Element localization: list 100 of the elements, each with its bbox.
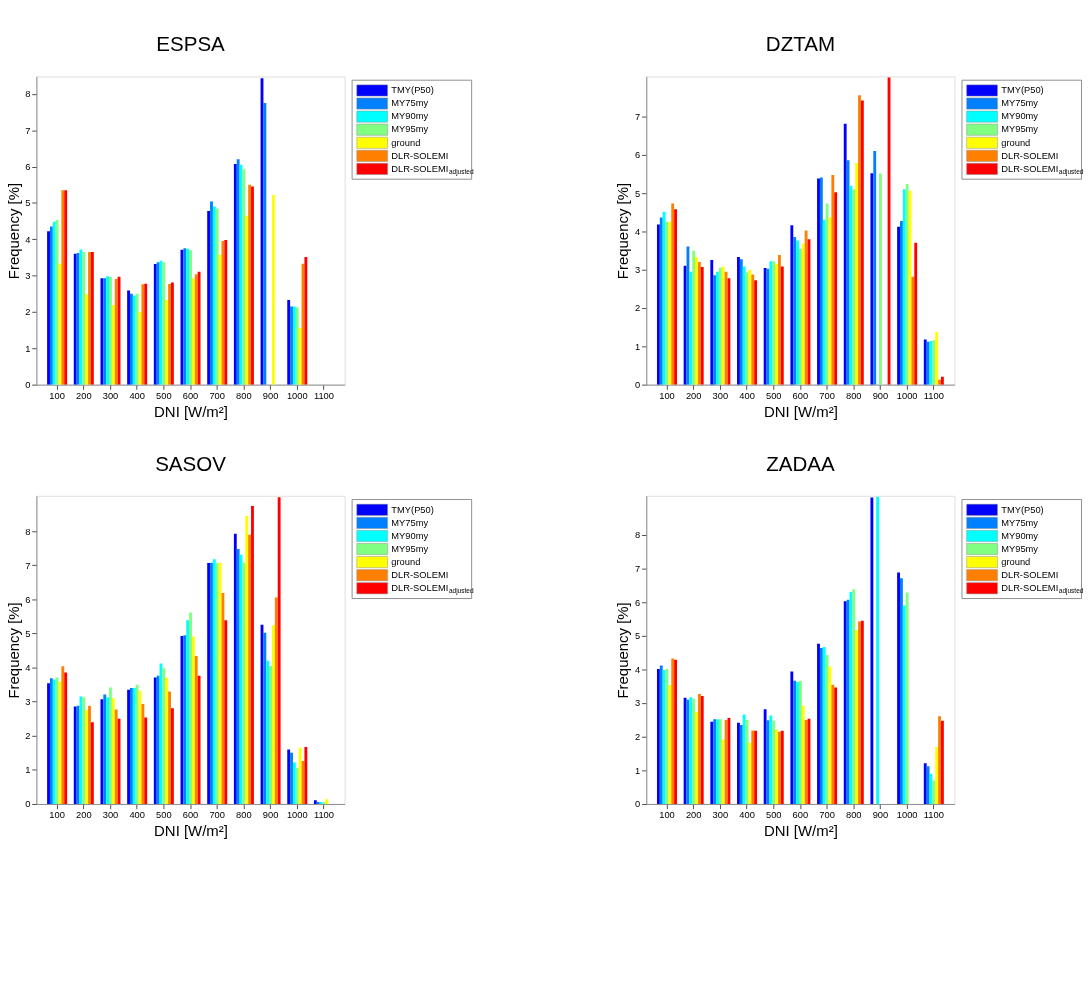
x-tick-label: 400 <box>129 810 145 821</box>
legend-label: DLR-SOLEMI <box>391 150 449 161</box>
legend-label: DLR-SOLEMI <box>1001 570 1059 580</box>
x-tick-label: 700 <box>819 391 835 402</box>
y-tick-label: 4 <box>25 662 31 673</box>
x-tick-label: 500 <box>765 810 782 821</box>
y-tick-label: 7 <box>25 560 31 571</box>
y-tick-label: 0 <box>25 799 31 810</box>
y-tick-label: 1 <box>635 765 641 776</box>
bar <box>855 162 859 385</box>
bar <box>263 102 267 385</box>
x-tick-label: 200 <box>76 391 92 402</box>
bar <box>831 175 835 385</box>
x-tick-label: 600 <box>792 810 809 821</box>
chart-title: ESPSA <box>156 32 226 56</box>
bar <box>659 217 663 385</box>
bar <box>689 271 693 385</box>
legend-label: MY75my <box>391 98 429 109</box>
bar <box>191 636 195 805</box>
x-tick-label: 1100 <box>313 810 334 821</box>
legend-label: ground <box>391 137 421 148</box>
x-tick-label: 500 <box>156 391 172 402</box>
y-tick-label: 1 <box>635 341 641 352</box>
x-tick-label: 100 <box>49 810 65 821</box>
bar <box>272 625 275 805</box>
bar <box>224 620 228 805</box>
x-tick-label: 700 <box>819 810 835 821</box>
x-tick-label: 900 <box>262 810 279 821</box>
y-axis-title: Frequency [%] <box>614 602 632 699</box>
x-tick-label: 200 <box>685 810 702 821</box>
bar <box>855 630 859 805</box>
x-tick-label: 800 <box>845 391 862 402</box>
bar <box>897 572 900 805</box>
x-tick-label: 500 <box>765 391 782 402</box>
chart-title: ZADAA <box>766 451 835 475</box>
bar <box>111 305 115 385</box>
bar <box>292 762 296 805</box>
bar <box>902 605 906 805</box>
bar <box>721 739 725 805</box>
y-tick-label: 3 <box>25 697 31 707</box>
y-tick-label: 1 <box>25 765 31 776</box>
legend-label: MY90my <box>1001 111 1039 122</box>
bar <box>295 767 299 805</box>
x-axis-title: DNI [W/m²] <box>154 822 228 840</box>
bar <box>940 720 944 805</box>
bar <box>801 243 805 385</box>
bar <box>64 672 68 805</box>
y-tick-label: 7 <box>25 125 31 136</box>
x-tick-label: 100 <box>659 391 675 402</box>
bar <box>245 215 249 385</box>
bar <box>905 592 909 805</box>
x-tick-label: 900 <box>872 391 889 402</box>
x-tick-label: 1000 <box>896 810 918 821</box>
bar <box>695 711 698 805</box>
bar <box>162 668 166 805</box>
bar <box>194 656 198 805</box>
bar <box>716 271 719 385</box>
x-tick-label: 1100 <box>923 810 944 821</box>
x-tick-label: 600 <box>182 391 199 402</box>
x-tick-label: 500 <box>156 810 172 821</box>
bar <box>900 578 903 805</box>
legend-label: MY90my <box>1001 530 1039 541</box>
bar <box>914 242 918 385</box>
bar <box>61 666 65 805</box>
y-tick-label: 8 <box>25 526 31 537</box>
y-tick-label: 3 <box>635 698 641 709</box>
y-tick-label: 3 <box>25 270 31 281</box>
legend-label: MY95my <box>1001 543 1039 554</box>
bar <box>858 95 861 385</box>
x-tick-label: 200 <box>685 391 702 402</box>
bar <box>189 612 192 805</box>
bar <box>236 159 240 385</box>
bar <box>852 189 856 385</box>
bar <box>100 699 104 805</box>
bar <box>165 299 169 385</box>
bar <box>938 716 941 805</box>
bar <box>674 209 677 385</box>
legend-label: ground <box>1001 137 1031 148</box>
bar <box>304 257 308 385</box>
bar <box>780 266 784 385</box>
bar <box>902 189 906 385</box>
x-tick-label: 100 <box>659 810 675 821</box>
bar <box>817 643 820 805</box>
bar <box>692 250 696 385</box>
y-tick-label: 5 <box>635 188 641 199</box>
bar <box>274 597 278 805</box>
y-tick-label: 4 <box>635 664 641 675</box>
bar <box>751 274 755 385</box>
y-tick-label: 6 <box>635 150 641 161</box>
y-tick-label: 2 <box>25 307 31 318</box>
y-tick-label: 7 <box>635 564 641 575</box>
y-tick-label: 7 <box>635 112 641 123</box>
bar <box>251 506 254 805</box>
x-tick-label: 400 <box>129 391 145 402</box>
x-tick-label: 600 <box>182 810 199 821</box>
bar <box>742 714 746 805</box>
legend-label: ground <box>1001 556 1031 567</box>
y-tick-label: 2 <box>635 303 641 314</box>
x-tick-label: 900 <box>872 810 889 821</box>
bar <box>873 151 877 385</box>
